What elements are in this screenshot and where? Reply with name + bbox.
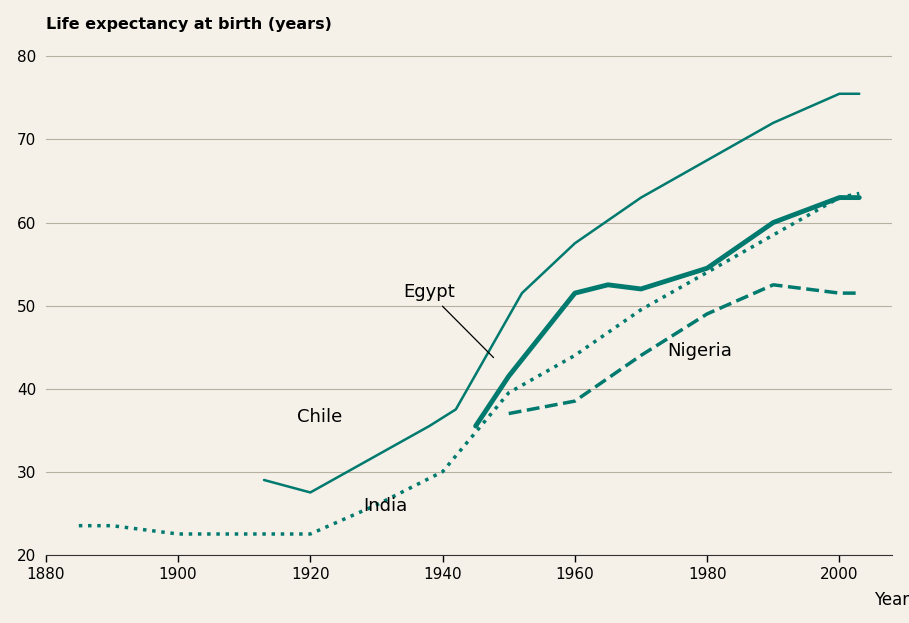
- Text: Chile: Chile: [297, 408, 343, 426]
- Text: Life expectancy at birth (years): Life expectancy at birth (years): [45, 17, 332, 32]
- Text: India: India: [364, 497, 407, 515]
- Text: Egypt: Egypt: [403, 283, 494, 358]
- X-axis label: Year: Year: [874, 591, 909, 609]
- Text: Nigeria: Nigeria: [667, 341, 733, 359]
